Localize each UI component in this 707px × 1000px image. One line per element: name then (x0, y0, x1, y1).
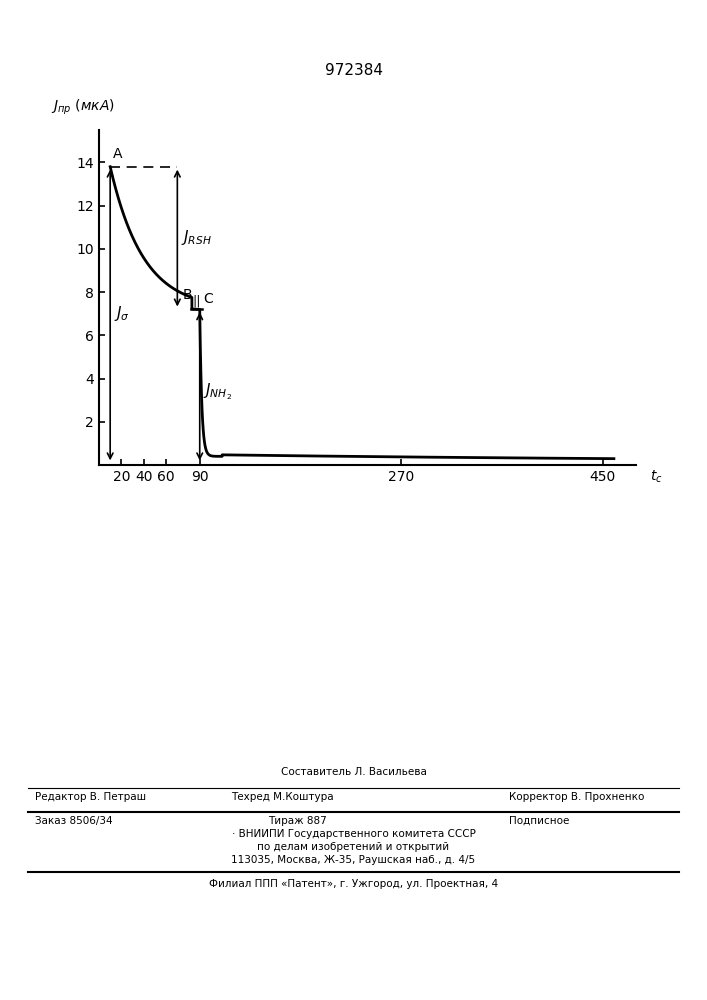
Text: Корректор В. Прохненко: Корректор В. Прохненко (509, 792, 644, 802)
Text: $J_{RSH}$: $J_{RSH}$ (181, 228, 211, 247)
Text: Подписное: Подписное (509, 816, 569, 826)
Text: 113035, Москва, Ж-35, Раушская наб., д. 4/5: 113035, Москва, Ж-35, Раушская наб., д. … (231, 855, 476, 865)
Text: A: A (112, 147, 122, 161)
Text: Редактор В. Петраш: Редактор В. Петраш (35, 792, 146, 802)
Text: $t_{с}$: $t_{с}$ (650, 468, 662, 485)
Text: Техред М.Коштура: Техред М.Коштура (231, 792, 334, 802)
Text: $J_{NH_2}$: $J_{NH_2}$ (203, 382, 232, 402)
Text: Заказ 8506/34: Заказ 8506/34 (35, 816, 113, 826)
Text: $J_{пр}\ (мкА)$: $J_{пр}\ (мкА)$ (51, 97, 115, 117)
Text: Тираж 887: Тираж 887 (267, 816, 327, 826)
Text: Филиал ППП «Патент», г. Ужгород, ул. Проектная, 4: Филиал ППП «Патент», г. Ужгород, ул. Про… (209, 879, 498, 889)
Text: B: B (182, 288, 192, 302)
Text: по делам изобретений и открытий: по делам изобретений и открытий (257, 842, 450, 852)
Text: Составитель Л. Васильева: Составитель Л. Васильева (281, 767, 426, 777)
Text: C: C (203, 292, 213, 306)
Text: $J_\sigma$: $J_\sigma$ (114, 304, 129, 323)
Text: 972384: 972384 (325, 63, 382, 78)
Text: · ВНИИПИ Государственного комитета СССР: · ВНИИПИ Государственного комитета СССР (232, 829, 475, 839)
Text: ||: || (192, 295, 201, 308)
